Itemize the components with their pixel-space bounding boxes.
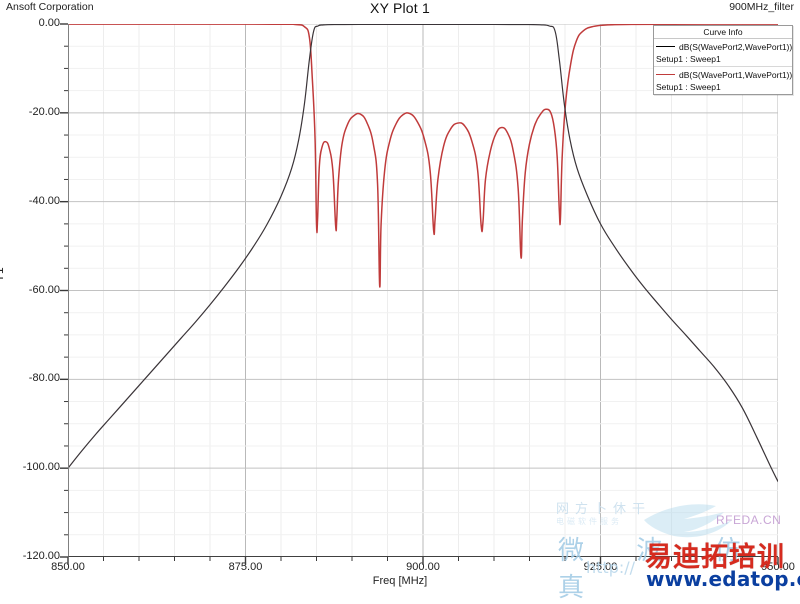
- y-tick-label: -20.00: [28, 105, 60, 118]
- plot-curves: [68, 24, 778, 483]
- legend-trace-setup: Setup1 : Sweep1: [656, 54, 721, 64]
- legend-entry[interactable]: dB(S(WavePort1,WavePort1)) Setup1 : Swee…: [654, 67, 792, 94]
- curve-info-legend[interactable]: Curve Info dB(S(WavePort2,WavePort1)) Se…: [653, 25, 793, 95]
- company-label: Ansoft Corporation: [6, 1, 94, 13]
- x-tick-label: 850.00: [51, 561, 85, 573]
- plot-area[interactable]: [68, 24, 778, 557]
- x-tick-label: 875.00: [228, 561, 263, 573]
- legend-trace-name: dB(S(WavePort1,WavePort1)): [679, 69, 793, 80]
- legend-trace-setup: Setup1 : Sweep1: [656, 82, 721, 92]
- y-axis-title: Y1: [0, 267, 6, 282]
- y-tick-label: -100.00: [22, 461, 60, 474]
- y-tick-label: 0.00: [38, 17, 60, 29]
- design-name-label: 900MHz_filter: [729, 1, 794, 13]
- plot-frame: [68, 24, 778, 557]
- x-tick-label: 950.00: [761, 561, 795, 573]
- legend-trace-name: dB(S(WavePort2,WavePort1)): [679, 41, 793, 52]
- y-tick-label: -40.00: [28, 194, 60, 207]
- x-tick-label: 900.00: [406, 561, 440, 573]
- legend-entry[interactable]: dB(S(WavePort2,WavePort1)) Setup1 : Swee…: [654, 39, 792, 67]
- legend-color-swatch-s11: [656, 74, 675, 75]
- page-title: XY Plot 1: [370, 0, 430, 16]
- y-tick-label: -60.00: [28, 283, 60, 296]
- x-tick-label: 925.00: [583, 561, 618, 573]
- legend-color-swatch-s21: [656, 46, 675, 47]
- y-tick-label: -80.00: [28, 372, 60, 385]
- x-axis-title: Freq [MHz]: [372, 575, 428, 587]
- legend-title: Curve Info: [654, 26, 792, 39]
- y-tick-label: -120.00: [22, 550, 60, 562]
